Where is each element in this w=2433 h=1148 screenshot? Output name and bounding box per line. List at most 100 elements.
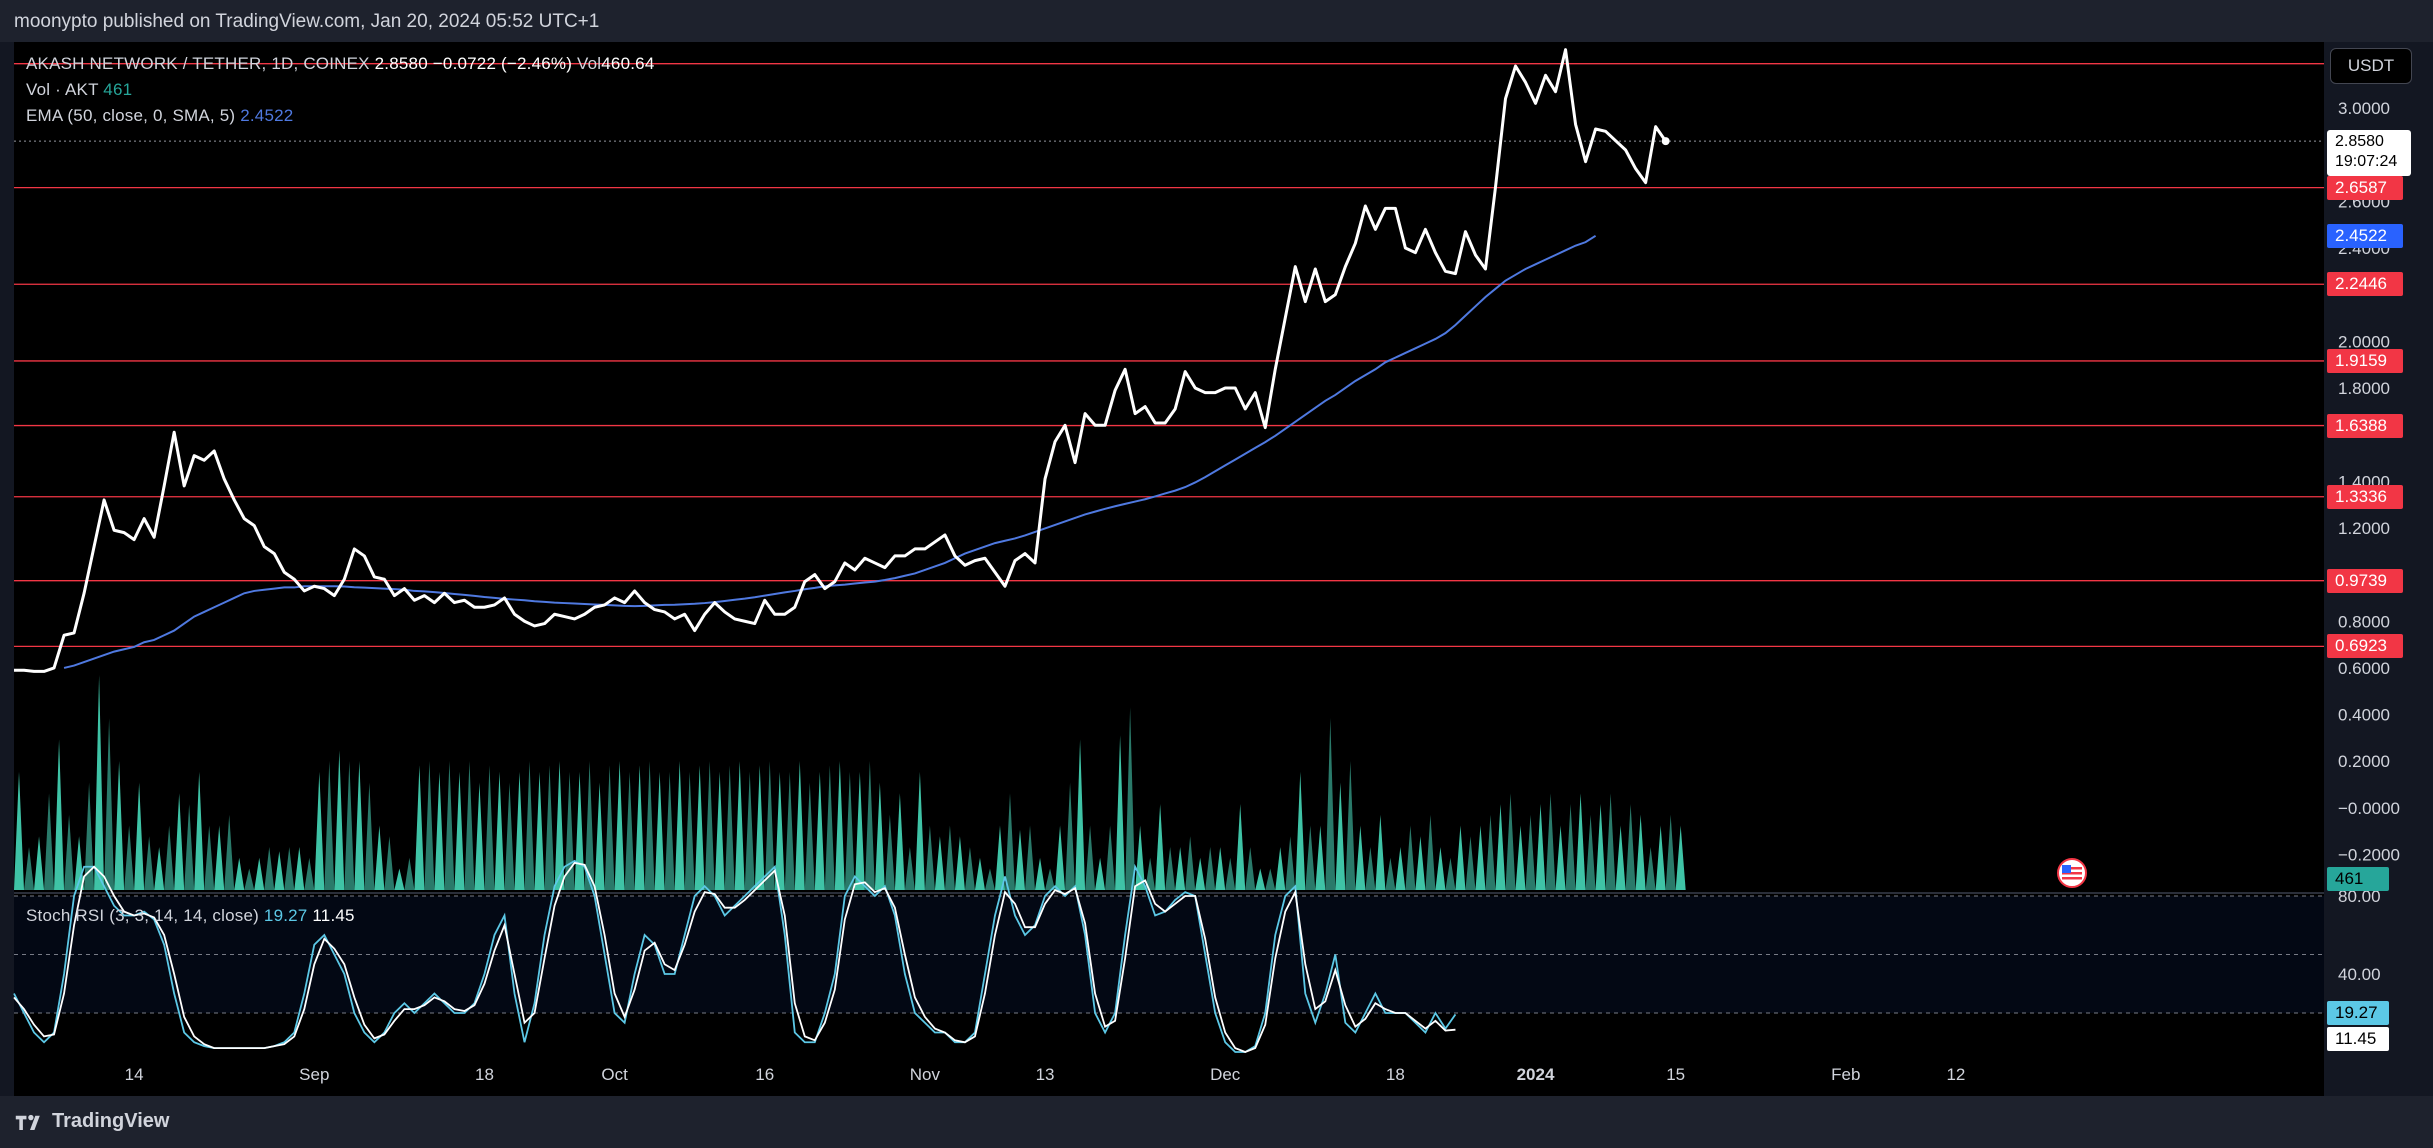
time-axis-label: 2024 <box>1517 1065 1555 1084</box>
volume-mark <box>1555 825 1566 890</box>
volume-mark <box>684 771 695 890</box>
volume-mark <box>994 825 1005 890</box>
level-price-tag: 1.6388 <box>2327 413 2403 438</box>
level-price-tag: 1.9159 <box>2327 348 2403 373</box>
volume-mark <box>1085 825 1096 890</box>
volume-mark <box>1105 825 1116 890</box>
volume-mark <box>924 825 935 890</box>
last-price-tag: 2.8580 19:07:24 <box>2327 130 2411 176</box>
ema-legend[interactable]: EMA (50, close, 0, SMA, 5) 2.4522 <box>26 106 293 126</box>
volume-mark <box>1445 857 1456 890</box>
volume-mark <box>144 836 155 890</box>
volume-mark <box>1625 804 1636 890</box>
currency-button[interactable]: USDT <box>2330 48 2412 84</box>
volume-mark <box>1265 868 1276 890</box>
volume-mark <box>214 825 225 890</box>
volume-mark <box>1145 857 1156 890</box>
price-axis-label: −0.2000 <box>2338 846 2400 865</box>
stoch-rsi-d-tag: 11.45 <box>2327 1027 2389 1051</box>
volume-mark <box>834 761 845 890</box>
time-axis-label: 18 <box>475 1065 494 1084</box>
volume-mark <box>634 765 645 890</box>
volume-mark <box>274 851 285 890</box>
symbol-legend[interactable]: AKASH NETWORK / TETHER, 1D, COINEX 2.858… <box>26 54 654 74</box>
volume-mark <box>414 765 425 890</box>
volume-mark <box>194 771 205 890</box>
volume-mark <box>734 761 745 890</box>
volume-mark <box>964 847 975 890</box>
volume-mark <box>84 782 95 890</box>
time-axis-label: 13 <box>1036 1065 1055 1084</box>
price-axis-label: 0.4000 <box>2338 706 2390 725</box>
volume-mark <box>1595 804 1606 890</box>
volume-mark <box>784 771 795 890</box>
volume-mark <box>344 761 355 890</box>
volume-mark <box>154 847 165 890</box>
volume-mark <box>1295 771 1306 890</box>
volume-mark <box>1415 836 1426 890</box>
volume-mark <box>174 793 185 890</box>
volume-mark <box>1135 825 1146 890</box>
volume-mark <box>244 868 255 890</box>
volume-mark <box>1465 836 1476 890</box>
volume-mark <box>1055 825 1066 890</box>
price-line[interactable] <box>14 48 1670 673</box>
volume-mark <box>1015 829 1026 890</box>
volume-mark <box>184 804 195 890</box>
volume-mark <box>224 814 235 890</box>
volume-mark <box>494 771 505 890</box>
volume-mark <box>644 761 655 890</box>
volume-mark <box>294 847 305 890</box>
price-axis-label: 1.2000 <box>2338 519 2390 538</box>
volume-mark <box>974 857 985 890</box>
time-axis[interactable]: 14 Sep 18 Oct 16 Nov 13 Dec 18 2024 15 Feb 12 <box>125 1065 1966 1084</box>
volume-mark <box>604 765 615 890</box>
volume-mark <box>454 771 465 890</box>
volume-mark <box>794 761 805 890</box>
volume-mark <box>1475 825 1486 890</box>
volume-mark <box>1285 836 1296 890</box>
stoch-rsi-lines[interactable] <box>13 859 2324 1053</box>
volume-mark <box>364 782 375 890</box>
volume-mark <box>254 857 265 890</box>
time-axis-label: Nov <box>910 1065 941 1084</box>
volume-mark <box>334 750 345 890</box>
volume-mark <box>354 761 365 890</box>
horizontal-levels[interactable] <box>14 63 2324 648</box>
volume-mark <box>1395 847 1406 890</box>
volume-legend[interactable]: Vol · AKT 461 <box>26 80 132 100</box>
volume-mark <box>1485 814 1496 890</box>
volume-mark <box>404 857 415 890</box>
volume-mark <box>624 771 635 890</box>
volume-mark <box>934 836 945 890</box>
volume-mark <box>914 771 925 890</box>
volume-mark <box>1195 857 1206 890</box>
stoch-rsi-k-value: 19.27 <box>263 906 308 925</box>
time-axis-label: 15 <box>1666 1065 1685 1084</box>
volume-area <box>14 675 1686 890</box>
volume-mark <box>1215 847 1226 890</box>
time-axis-label: Feb <box>1831 1065 1860 1084</box>
volume-mark <box>554 761 565 890</box>
price-change: −0.0722 (−2.46%) <box>432 54 573 73</box>
volume-mark <box>1205 847 1216 890</box>
ema-value: 2.4522 <box>240 106 294 125</box>
volume-mark <box>534 771 545 890</box>
volume-mark <box>1575 793 1586 890</box>
volume-mark <box>1385 857 1396 890</box>
volume-mark <box>394 868 405 890</box>
volume-mark <box>844 771 855 890</box>
volume-mark <box>1245 847 1256 890</box>
stoch-rsi-legend[interactable]: Stoch RSI (3, 3, 14, 14, close) 19.27 11… <box>26 906 355 926</box>
us-flag-icon[interactable] <box>2057 858 2087 888</box>
price-series <box>14 48 1667 673</box>
volume-mark <box>954 836 965 890</box>
time-axis-label: 12 <box>1946 1065 1965 1084</box>
volume-mark <box>1155 804 1166 890</box>
volume-mark <box>1405 825 1416 890</box>
volume-mark <box>904 847 915 890</box>
volume-mark <box>1525 814 1536 890</box>
tradingview-brand[interactable]: TradingView <box>14 1110 169 1133</box>
volume-mark <box>304 857 315 890</box>
